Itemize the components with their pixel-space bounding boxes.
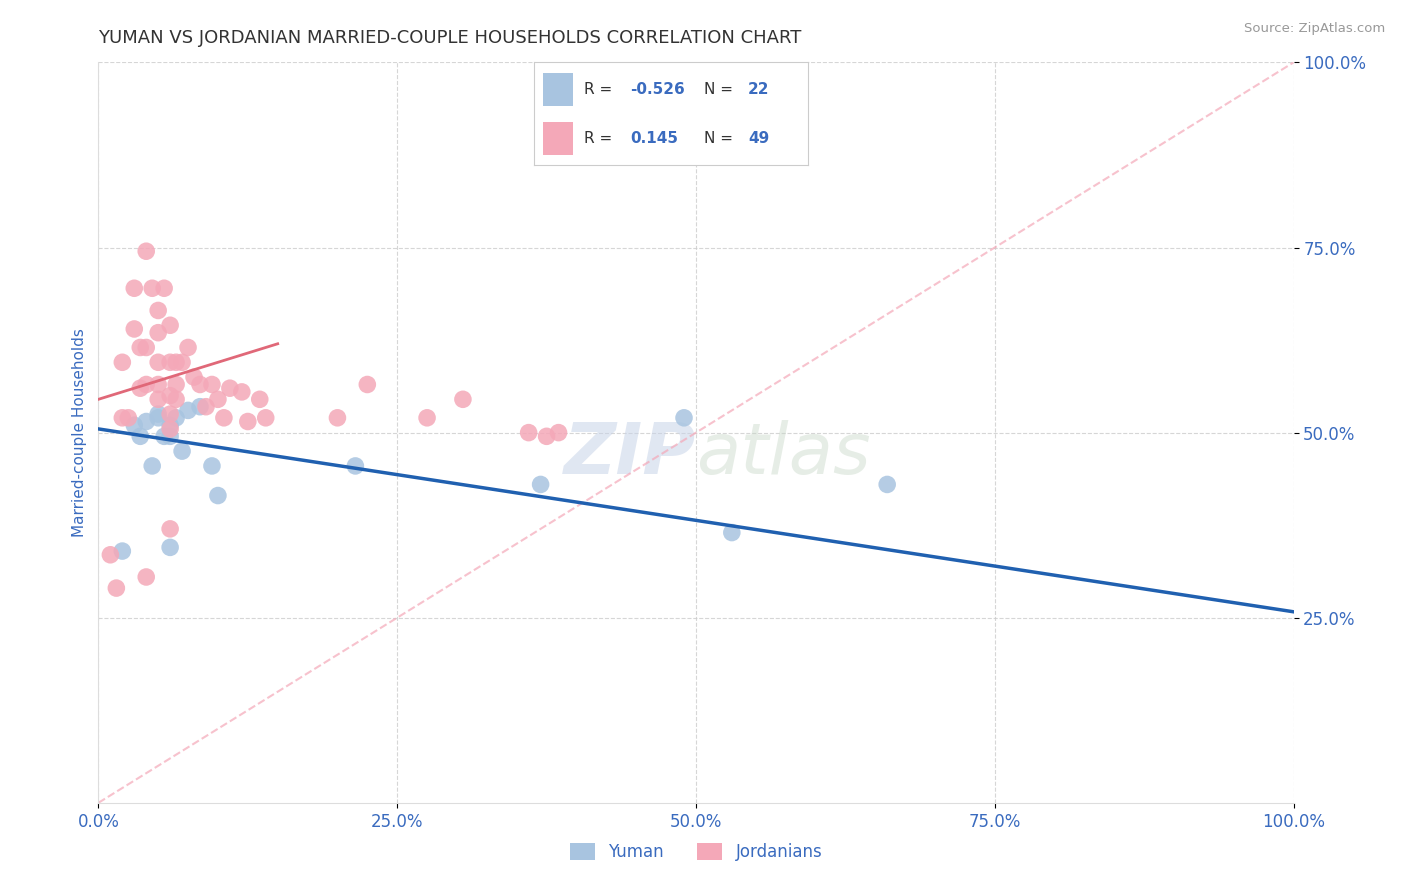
Point [536, 429, 558, 443]
Point [177, 341, 200, 355]
Point [105, 581, 128, 595]
Point [148, 377, 170, 392]
Point [326, 410, 349, 425]
Point [159, 522, 181, 536]
Point [111, 355, 134, 369]
Point [530, 477, 553, 491]
Point [124, 418, 146, 433]
Point [172, 444, 194, 458]
Point [451, 392, 474, 407]
Point [159, 407, 181, 421]
Point [111, 410, 134, 425]
Text: Source: ZipAtlas.com: Source: ZipAtlas.com [1244, 22, 1385, 36]
Point [159, 318, 181, 333]
Point [177, 403, 200, 417]
Point [249, 392, 271, 407]
Point [159, 355, 181, 369]
Point [159, 422, 181, 436]
Point [129, 341, 152, 355]
Point [124, 281, 146, 295]
Point [148, 303, 170, 318]
Y-axis label: Married-couple Households: Married-couple Households [72, 328, 87, 537]
Point [159, 541, 181, 555]
Point [165, 355, 187, 369]
Point [141, 458, 163, 473]
Point [201, 458, 224, 473]
Point [135, 244, 157, 259]
Point [148, 410, 170, 425]
Text: R =: R = [583, 131, 617, 146]
Point [135, 570, 157, 584]
Point [172, 355, 194, 369]
Point [547, 425, 569, 440]
Point [165, 392, 187, 407]
Point [673, 410, 696, 425]
Point [188, 400, 211, 414]
Point [876, 477, 898, 491]
Point [153, 281, 176, 295]
Point [141, 281, 163, 295]
Point [188, 377, 211, 392]
Point [165, 377, 187, 392]
Point [231, 384, 253, 399]
Point [159, 418, 181, 433]
Point [207, 392, 229, 407]
Point [356, 377, 378, 392]
Text: R =: R = [583, 81, 617, 96]
Point [183, 370, 205, 384]
Text: ZIP: ZIP [564, 420, 696, 490]
Text: N =: N = [704, 131, 738, 146]
Point [416, 410, 439, 425]
Text: atlas: atlas [696, 420, 870, 490]
Point [148, 407, 170, 421]
Point [254, 410, 277, 425]
Point [98, 548, 122, 562]
Point [219, 381, 242, 395]
Point [159, 388, 181, 402]
Point [124, 322, 146, 336]
Point [153, 429, 176, 443]
Point [129, 381, 152, 395]
Legend: Yuman, Jordanians: Yuman, Jordanians [569, 843, 823, 861]
Point [129, 429, 152, 443]
Point [517, 425, 540, 440]
Point [212, 410, 235, 425]
Point [148, 392, 170, 407]
Point [195, 400, 218, 414]
Text: -0.526: -0.526 [630, 81, 685, 96]
Point [148, 326, 170, 340]
Point [135, 415, 157, 429]
Point [148, 355, 170, 369]
Point [135, 377, 157, 392]
Point [135, 341, 157, 355]
Text: YUMAN VS JORDANIAN MARRIED-COUPLE HOUSEHOLDS CORRELATION CHART: YUMAN VS JORDANIAN MARRIED-COUPLE HOUSEH… [98, 29, 801, 47]
Bar [543, 73, 572, 105]
Point [111, 544, 134, 558]
Point [207, 489, 229, 503]
Text: 22: 22 [748, 81, 769, 96]
Point [159, 429, 181, 443]
Point [117, 410, 139, 425]
Point [344, 458, 367, 473]
Text: N =: N = [704, 81, 738, 96]
Text: 0.145: 0.145 [630, 131, 678, 146]
Point [201, 377, 224, 392]
Bar [543, 122, 572, 155]
Point [165, 410, 187, 425]
Point [721, 525, 744, 540]
Text: 49: 49 [748, 131, 769, 146]
Point [236, 415, 259, 429]
